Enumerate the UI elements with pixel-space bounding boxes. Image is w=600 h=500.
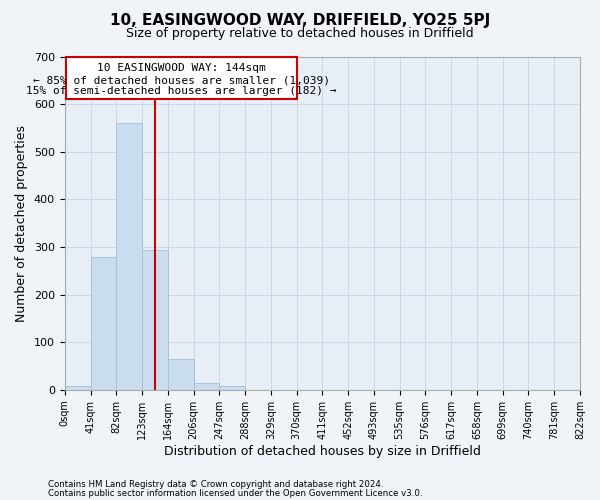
- Text: 15% of semi-detached houses are larger (182) →: 15% of semi-detached houses are larger (…: [26, 86, 337, 96]
- Bar: [66, 58, 297, 100]
- X-axis label: Distribution of detached houses by size in Driffield: Distribution of detached houses by size …: [164, 444, 481, 458]
- Bar: [91, 256, 116, 390]
- Bar: [194, 382, 220, 390]
- Bar: [142, 250, 168, 390]
- Text: 10 EASINGWOOD WAY: 144sqm: 10 EASINGWOOD WAY: 144sqm: [97, 63, 266, 73]
- Text: Contains public sector information licensed under the Open Government Licence v3: Contains public sector information licen…: [48, 489, 422, 498]
- Text: Size of property relative to detached houses in Driffield: Size of property relative to detached ho…: [126, 28, 474, 40]
- Bar: [65, 386, 91, 390]
- Bar: [168, 359, 194, 390]
- Bar: [220, 386, 245, 390]
- Y-axis label: Number of detached properties: Number of detached properties: [16, 124, 28, 322]
- Bar: [116, 123, 142, 390]
- Text: Contains HM Land Registry data © Crown copyright and database right 2024.: Contains HM Land Registry data © Crown c…: [48, 480, 383, 489]
- Text: 10, EASINGWOOD WAY, DRIFFIELD, YO25 5PJ: 10, EASINGWOOD WAY, DRIFFIELD, YO25 5PJ: [110, 12, 490, 28]
- Text: ← 85% of detached houses are smaller (1,039): ← 85% of detached houses are smaller (1,…: [33, 75, 330, 85]
